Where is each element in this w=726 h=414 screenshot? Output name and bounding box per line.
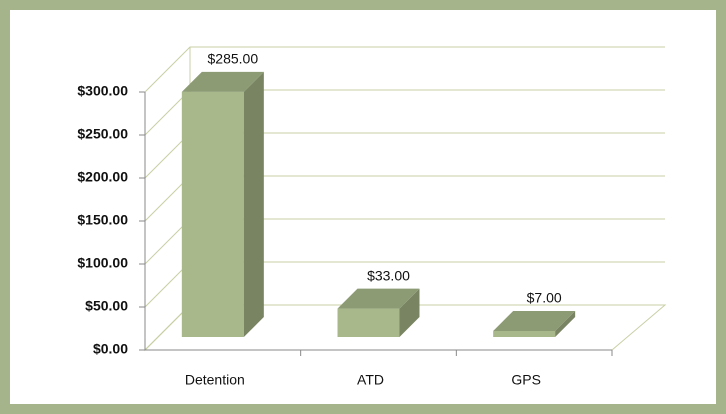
value-label: $285.00 [208,51,259,67]
y-tick-label: $50.00 [85,298,128,314]
y-tick-label: $100.00 [77,255,128,271]
value-label: $7.00 [527,290,562,306]
x-tick-label: GPS [511,372,541,388]
bar-front [181,91,244,338]
value-label: $33.00 [367,267,410,283]
y-tick-label: $300.00 [77,83,128,99]
bar-front [493,330,556,337]
y-tick-label: $0.00 [93,341,128,357]
bar-top [337,288,420,309]
bar-top [181,71,264,92]
bar-side [243,71,264,338]
bar-side [399,288,420,337]
bar-side [555,310,576,337]
x-tick-label: ATD [357,372,384,388]
y-tick-label: $250.00 [77,126,128,142]
bar-top [493,310,576,331]
y-tick-label: $150.00 [77,212,128,228]
grid-line [144,46,665,93]
y-tick-label: $200.00 [77,169,128,185]
bar-front [337,308,400,337]
x-tick-label: Detention [185,372,245,388]
